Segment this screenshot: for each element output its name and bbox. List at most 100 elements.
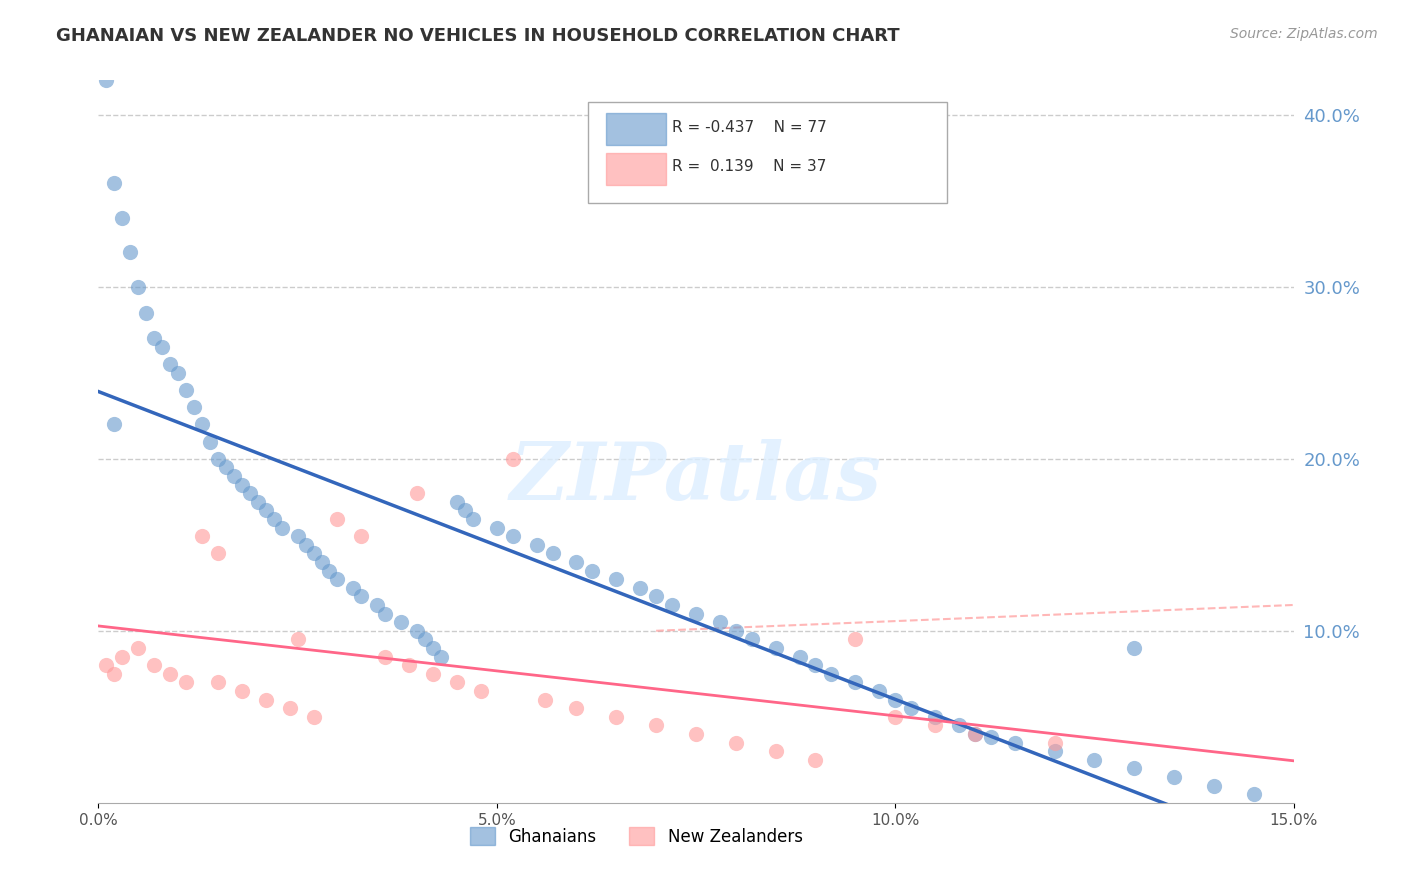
Point <box>191 529 214 543</box>
Point <box>526 538 548 552</box>
Text: Source: ZipAtlas.com: Source: ZipAtlas.com <box>1230 27 1378 41</box>
Point <box>239 486 262 500</box>
Point <box>231 684 253 698</box>
Point <box>374 649 396 664</box>
Point <box>446 675 468 690</box>
Point <box>302 546 325 560</box>
Point <box>1043 744 1066 758</box>
Point <box>159 357 181 371</box>
Point <box>191 417 214 432</box>
Point <box>1163 770 1185 784</box>
Text: R = -0.437    N = 77: R = -0.437 N = 77 <box>672 120 827 135</box>
Text: R =  0.139    N = 37: R = 0.139 N = 37 <box>672 160 827 175</box>
Point <box>1004 735 1026 749</box>
Point <box>174 675 197 690</box>
Point <box>1123 640 1146 655</box>
Point <box>963 727 986 741</box>
Point <box>430 649 453 664</box>
Point <box>350 529 373 543</box>
FancyBboxPatch shape <box>606 153 666 185</box>
Point <box>765 640 787 655</box>
Text: GHANAIAN VS NEW ZEALANDER NO VEHICLES IN HOUSEHOLD CORRELATION CHART: GHANAIAN VS NEW ZEALANDER NO VEHICLES IN… <box>56 27 900 45</box>
Point <box>406 624 429 638</box>
Point <box>413 632 436 647</box>
Point <box>120 245 142 260</box>
Point <box>294 538 316 552</box>
Point <box>1202 779 1225 793</box>
Point <box>318 564 340 578</box>
Legend: Ghanaians, New Zealanders: Ghanaians, New Zealanders <box>463 821 810 852</box>
Point <box>884 710 907 724</box>
Point <box>222 469 245 483</box>
Point <box>924 718 946 732</box>
Point <box>645 718 668 732</box>
Point <box>502 529 524 543</box>
Point <box>804 658 827 673</box>
Point <box>174 383 197 397</box>
Point <box>645 590 668 604</box>
Point <box>326 512 349 526</box>
Point <box>605 572 627 586</box>
Point <box>454 503 477 517</box>
Point <box>389 615 412 630</box>
Point <box>326 572 349 586</box>
Point <box>470 684 492 698</box>
Point <box>804 753 827 767</box>
Point <box>1043 735 1066 749</box>
Point <box>446 494 468 508</box>
Point <box>924 710 946 724</box>
Point <box>406 486 429 500</box>
Point <box>541 546 564 560</box>
Point <box>207 546 229 560</box>
Point <box>565 701 588 715</box>
Point <box>287 632 309 647</box>
Point <box>581 564 603 578</box>
Point <box>183 400 205 414</box>
Point <box>342 581 364 595</box>
Point <box>741 632 763 647</box>
Point <box>685 727 707 741</box>
Point <box>461 512 484 526</box>
Point <box>1243 787 1265 801</box>
Point <box>868 684 890 698</box>
Point <box>254 503 277 517</box>
Text: ZIPatlas: ZIPatlas <box>510 439 882 516</box>
Point <box>263 512 285 526</box>
Point <box>167 366 190 380</box>
Point <box>96 658 118 673</box>
Point <box>143 658 166 673</box>
FancyBboxPatch shape <box>606 112 666 145</box>
Point <box>398 658 420 673</box>
Point <box>287 529 309 543</box>
Point <box>96 73 118 87</box>
Point <box>311 555 333 569</box>
Point <box>820 666 842 681</box>
Point <box>143 331 166 345</box>
Point <box>135 305 157 319</box>
Point <box>709 615 731 630</box>
Point <box>198 434 221 449</box>
FancyBboxPatch shape <box>589 102 948 203</box>
Point <box>207 675 229 690</box>
Point <box>159 666 181 681</box>
Point <box>103 177 125 191</box>
Point <box>963 727 986 741</box>
Point <box>270 520 292 534</box>
Point <box>884 692 907 706</box>
Point <box>1083 753 1105 767</box>
Point <box>127 640 149 655</box>
Point <box>374 607 396 621</box>
Point <box>948 718 970 732</box>
Point <box>533 692 555 706</box>
Point <box>724 735 747 749</box>
Point <box>103 666 125 681</box>
Point <box>150 340 173 354</box>
Point <box>350 590 373 604</box>
Point <box>765 744 787 758</box>
Point <box>111 649 134 664</box>
Point <box>111 211 134 225</box>
Point <box>605 710 627 724</box>
Point <box>844 632 866 647</box>
Point <box>278 701 301 715</box>
Point <box>127 279 149 293</box>
